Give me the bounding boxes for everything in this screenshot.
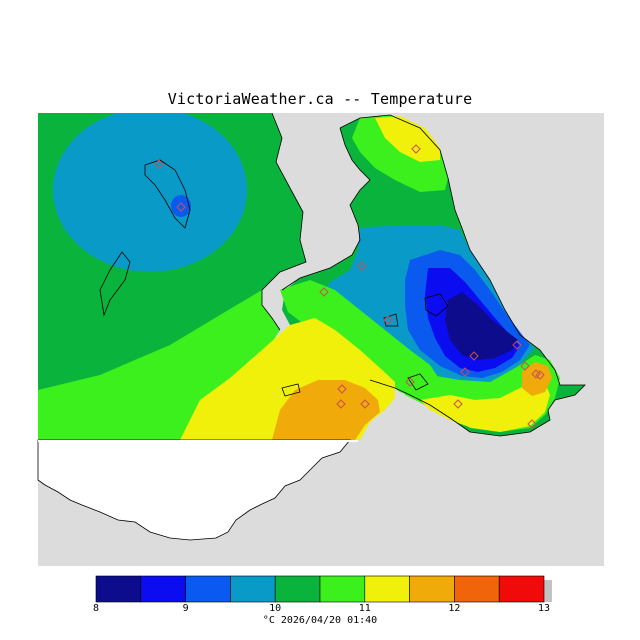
legend-tick-label: 13 [537,603,551,614]
legend-tick-label: 11 [358,603,371,614]
station-marker [460,367,470,377]
station-marker [154,159,164,169]
legend-color-bar [95,575,545,603]
station-marker [469,351,479,361]
weather-stations [154,144,545,429]
legend-tick-label: 10 [269,603,282,614]
legend-swatch [319,575,366,603]
station-marker [319,287,329,297]
station-marker [360,399,370,409]
legend-swatch [409,575,455,603]
station-marker [520,361,530,371]
temp-zone-blue-spot [171,195,191,217]
station-marker [527,419,537,429]
temp-zone-orange-southwest [272,380,380,440]
station-marker [453,399,463,409]
temp-zone-orange-southeast [522,362,552,396]
station-marker [411,144,421,154]
station-marker [337,384,347,394]
legend-swatch [364,575,410,603]
station-marker [357,261,367,271]
legend-swatch [185,575,231,603]
station-marker [383,315,393,325]
legend-tick-label: 8 [92,603,100,614]
legend-swatch [230,575,276,603]
station-marker [535,370,545,380]
legend-swatch [140,575,186,603]
legend-caption: °C 2026/04/20 01:40 [262,615,378,626]
legend-swatch [274,575,321,603]
station-marker [512,340,522,350]
legend-swatch [95,575,142,603]
map-title: VictoriaWeather.ca -- Temperature [167,90,473,108]
legend-swatch [454,575,500,603]
temp-zone-yellow-north [375,116,440,162]
temp-zone-navy-core [445,292,518,360]
legend-swatch [498,575,545,603]
legend-tick-label: 9 [182,603,189,614]
land-olympic-peninsula [37,439,351,541]
station-marker [176,202,186,212]
temp-zone-lightgreen-west [38,290,280,440]
temp-zone-teal-circle [53,113,247,272]
temp-zone-yellow-southeast [420,378,550,432]
unmapped-land-band [38,440,358,442]
station-marker [336,399,346,409]
legend-tick-label: 12 [448,603,461,614]
station-marker [405,377,415,387]
coastlines [99,112,586,437]
temp-zone-lightgreen-southwest [280,280,440,400]
